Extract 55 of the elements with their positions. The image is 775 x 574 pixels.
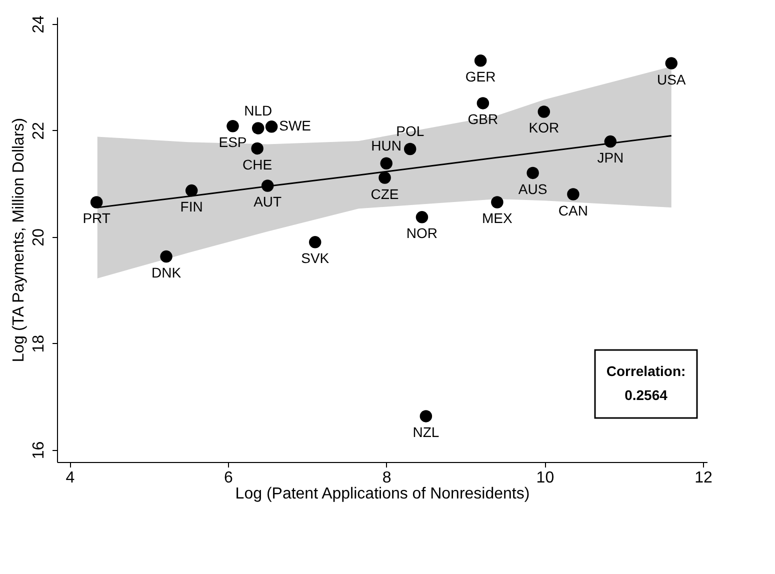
point — [526, 166, 539, 180]
annotation: MEX — [482, 210, 514, 226]
y-tick-label: 16 — [30, 441, 48, 460]
annotation: USA — [656, 71, 686, 88]
annotation: GBR — [468, 111, 498, 128]
annotation: DNK — [151, 264, 182, 281]
y-tick-label: 24 — [30, 15, 48, 34]
x-axis-title: Log (Patent Applications of Nonresidents) — [235, 486, 530, 502]
annotation: Correlation: 0.2564 — [606, 363, 686, 403]
annotation: FIN — [180, 198, 203, 215]
x-tick-label: 6 — [224, 470, 234, 486]
x-tick-label: 8 — [382, 470, 392, 486]
point — [416, 211, 428, 224]
point — [665, 57, 678, 70]
y-tick-label: 20 — [30, 228, 48, 246]
annotation: CZE — [370, 186, 399, 202]
point — [491, 196, 504, 208]
annotation: HUN — [371, 137, 402, 154]
y-tick-label: 18 — [30, 334, 48, 353]
annotation: NLD — [244, 102, 272, 118]
y-tick-label: 22 — [30, 122, 48, 140]
annotation: NOR — [406, 225, 438, 242]
point — [160, 250, 172, 263]
point — [474, 54, 487, 67]
annotation: AUT — [254, 194, 282, 210]
x-tick-label: 12 — [694, 470, 713, 486]
annotation: GER — [465, 68, 496, 85]
point — [252, 122, 264, 134]
annotation: CAN — [558, 202, 588, 218]
annotation: POL — [396, 123, 424, 140]
point — [404, 142, 416, 156]
point — [380, 157, 392, 170]
annotation: KOR — [528, 120, 560, 136]
annotation: SVK — [301, 250, 330, 266]
annotation: PRT — [82, 210, 111, 226]
point — [538, 106, 550, 118]
point — [567, 188, 580, 200]
annotation: AUS — [518, 180, 548, 197]
annotation: SWE — [279, 118, 311, 134]
point — [226, 120, 239, 132]
point — [308, 236, 322, 248]
annotation: JPN — [597, 150, 624, 166]
point — [378, 172, 391, 184]
point — [90, 196, 103, 208]
annotation: NZL — [412, 424, 440, 440]
point — [476, 97, 490, 110]
y-axis-title: Log (TA Payments, Million Dollars) — [10, 118, 28, 362]
point — [420, 410, 432, 422]
annotation: CHE — [242, 156, 272, 172]
x-tick-label: 10 — [536, 470, 554, 486]
point — [265, 120, 278, 133]
point — [251, 142, 264, 155]
annotation: ESP — [218, 134, 247, 150]
x-tick-label: 4 — [66, 470, 75, 486]
point — [185, 184, 198, 197]
